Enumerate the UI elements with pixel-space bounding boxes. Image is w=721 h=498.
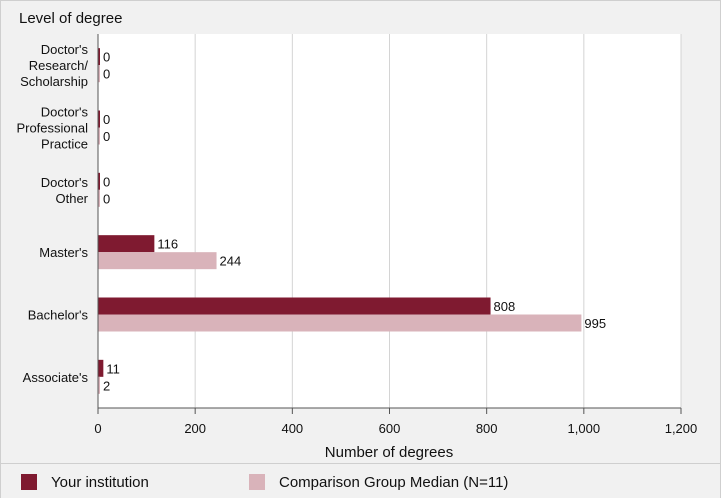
category-label: Other	[55, 191, 88, 206]
category-label: Associate's	[23, 370, 89, 385]
bar	[98, 127, 100, 145]
category-label: Research/	[29, 58, 89, 73]
category-label: Doctor's	[41, 105, 89, 120]
data-label: 0	[103, 50, 110, 65]
bar	[98, 172, 100, 190]
bar	[98, 48, 100, 66]
legend-swatch	[249, 474, 265, 490]
category-label: Bachelor's	[28, 308, 89, 323]
x-tick-label: 1,200	[665, 421, 698, 436]
data-label: 0	[103, 129, 110, 144]
data-label: 995	[584, 316, 606, 331]
data-label: 0	[103, 112, 110, 127]
data-label: 11	[106, 361, 120, 376]
data-label: 0	[103, 174, 110, 189]
bar	[98, 252, 217, 270]
x-tick-label: 600	[379, 421, 401, 436]
bar	[98, 359, 104, 377]
legend-label: Your institution	[51, 473, 149, 491]
category-label: Doctor's	[41, 175, 89, 190]
bar	[98, 297, 491, 315]
legend-label: Comparison Group Median (N=11)	[279, 473, 509, 491]
x-axis-title: Number of degrees	[325, 444, 453, 461]
bar	[98, 65, 100, 83]
bar	[98, 235, 155, 253]
x-tick-label: 0	[94, 421, 101, 436]
x-tick-label: 1,000	[568, 421, 601, 436]
data-label: 116	[157, 237, 178, 252]
category-label: Practice	[41, 137, 88, 152]
y-axis-title: Level of degree	[19, 10, 122, 27]
x-tick-label: 400	[281, 421, 303, 436]
data-label: 808	[494, 299, 516, 314]
category-label: Doctor's	[41, 42, 89, 57]
bar	[98, 189, 100, 207]
data-label: 244	[220, 254, 242, 269]
x-tick-label: 200	[184, 421, 206, 436]
bar	[98, 314, 582, 332]
data-label: 2	[103, 378, 110, 393]
legend-item-your-institution: Your institution	[21, 472, 149, 492]
bar-chart: 0 200 400 600 800 1,000 1,200Doctor'sResearch/…	[16, 10, 698, 461]
category-label: Professional	[16, 121, 88, 136]
legend-swatch	[21, 474, 37, 490]
x-tick-label: 800	[476, 421, 498, 436]
bar	[98, 376, 100, 394]
category-label: Master's	[39, 245, 88, 260]
bar	[98, 110, 100, 128]
legend-item-comparison-median: Comparison Group Median (N=11)	[249, 472, 508, 492]
legend: Your institution Comparison Group Median…	[1, 463, 720, 498]
category-label: Scholarship	[20, 74, 88, 89]
data-label: 0	[103, 67, 110, 82]
data-label: 0	[103, 191, 110, 206]
